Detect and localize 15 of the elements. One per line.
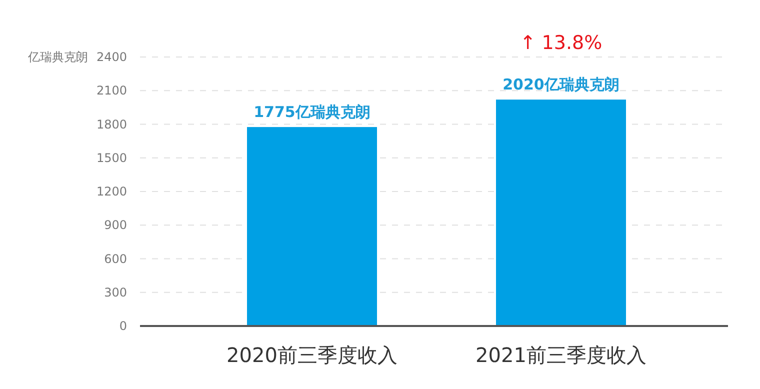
data-label: 1775亿瑞典克朗: [254, 103, 370, 122]
y-tick-label: 1200: [96, 184, 127, 198]
y-tick-label: 300: [104, 285, 127, 300]
y-tick-label: 1500: [96, 150, 127, 165]
y-tick-label: 900: [104, 218, 127, 232]
y-tick-label: 1800: [96, 117, 127, 132]
y-axis-title: 亿瑞典克朗: [27, 50, 88, 64]
y-tick-label: 2400: [96, 50, 127, 64]
y-tick-label: 600: [104, 252, 127, 266]
y-tick-label: 0: [119, 319, 127, 333]
y-tick-label: 2100: [96, 84, 127, 98]
text: ↑ 13.8%: [520, 32, 602, 54]
data-label: 2020亿瑞典克朗: [502, 76, 620, 94]
x-tick-label: 2021前三季度收入: [476, 343, 646, 367]
x-tick-label: 2020前三季度收入: [226, 343, 398, 367]
